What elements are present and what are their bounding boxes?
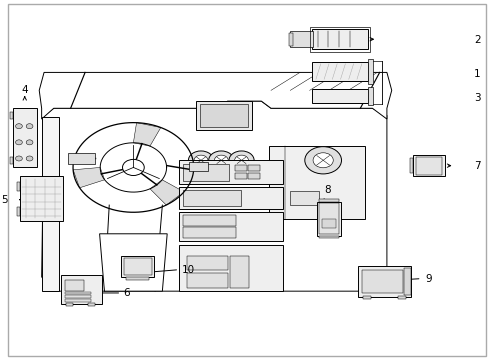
Bar xyxy=(311,89,367,103)
Circle shape xyxy=(304,147,341,174)
Bar xyxy=(311,30,367,49)
Bar xyxy=(311,62,367,81)
Bar xyxy=(20,176,63,221)
Bar xyxy=(409,158,413,173)
Polygon shape xyxy=(100,234,167,291)
Bar xyxy=(66,303,73,306)
Bar xyxy=(65,280,84,291)
Bar xyxy=(179,212,283,241)
Bar xyxy=(186,273,227,288)
Bar xyxy=(68,153,95,164)
Circle shape xyxy=(16,156,22,161)
Bar xyxy=(234,173,246,179)
Text: 1: 1 xyxy=(473,69,480,79)
Circle shape xyxy=(26,156,33,161)
Text: 3: 3 xyxy=(473,93,480,103)
Circle shape xyxy=(208,151,233,170)
Bar xyxy=(10,157,13,164)
Text: 4: 4 xyxy=(21,85,28,95)
Bar xyxy=(179,244,283,291)
Bar xyxy=(229,256,249,288)
Bar xyxy=(357,266,410,297)
Bar xyxy=(41,117,59,291)
Bar xyxy=(415,157,442,175)
Bar xyxy=(126,277,149,280)
Bar xyxy=(123,258,151,275)
Bar xyxy=(87,303,95,306)
Bar xyxy=(183,227,236,238)
Bar xyxy=(179,187,283,209)
Bar xyxy=(362,296,371,300)
Bar xyxy=(318,203,338,234)
Polygon shape xyxy=(150,180,183,205)
Text: 6: 6 xyxy=(123,288,130,298)
Text: 10: 10 xyxy=(182,265,194,275)
Bar xyxy=(309,27,369,52)
Circle shape xyxy=(312,153,332,168)
Bar xyxy=(288,33,292,45)
Bar xyxy=(413,155,444,176)
Bar xyxy=(196,101,251,130)
Circle shape xyxy=(26,124,33,129)
Bar xyxy=(397,296,406,300)
Polygon shape xyxy=(133,123,161,146)
Bar xyxy=(247,165,259,171)
Bar xyxy=(183,215,236,226)
Text: 7: 7 xyxy=(473,161,480,171)
Bar xyxy=(290,191,319,205)
Bar xyxy=(361,270,402,293)
Bar xyxy=(10,112,13,119)
Bar xyxy=(367,87,373,105)
Bar xyxy=(186,256,227,270)
Bar xyxy=(316,202,340,235)
Text: 9: 9 xyxy=(425,274,431,284)
Bar xyxy=(61,275,102,304)
Bar xyxy=(13,108,37,167)
Circle shape xyxy=(228,151,254,170)
Bar xyxy=(290,31,312,47)
Bar xyxy=(403,268,410,295)
Bar xyxy=(183,190,241,206)
Circle shape xyxy=(188,151,213,170)
Bar xyxy=(247,173,259,179)
Bar xyxy=(321,220,336,228)
Text: 8: 8 xyxy=(324,185,330,195)
Circle shape xyxy=(122,159,144,176)
Text: 5: 5 xyxy=(1,195,8,205)
Polygon shape xyxy=(41,101,386,291)
Bar xyxy=(17,207,20,216)
Bar xyxy=(200,104,247,127)
Bar xyxy=(65,292,91,294)
Bar xyxy=(234,165,246,171)
Circle shape xyxy=(16,124,22,129)
Polygon shape xyxy=(73,167,104,188)
Bar xyxy=(188,162,208,171)
Bar xyxy=(319,235,338,238)
Bar xyxy=(65,296,91,298)
Bar xyxy=(367,59,373,84)
Circle shape xyxy=(214,155,228,165)
Bar xyxy=(268,146,365,220)
Circle shape xyxy=(26,140,33,145)
Bar xyxy=(65,299,91,302)
Bar xyxy=(319,199,338,202)
Text: 2: 2 xyxy=(473,35,480,45)
Bar xyxy=(179,160,283,184)
Bar xyxy=(121,256,154,277)
Bar xyxy=(183,163,228,181)
Circle shape xyxy=(194,155,207,165)
Bar xyxy=(17,182,20,191)
Polygon shape xyxy=(39,72,391,119)
Circle shape xyxy=(16,140,22,145)
Circle shape xyxy=(234,155,248,165)
